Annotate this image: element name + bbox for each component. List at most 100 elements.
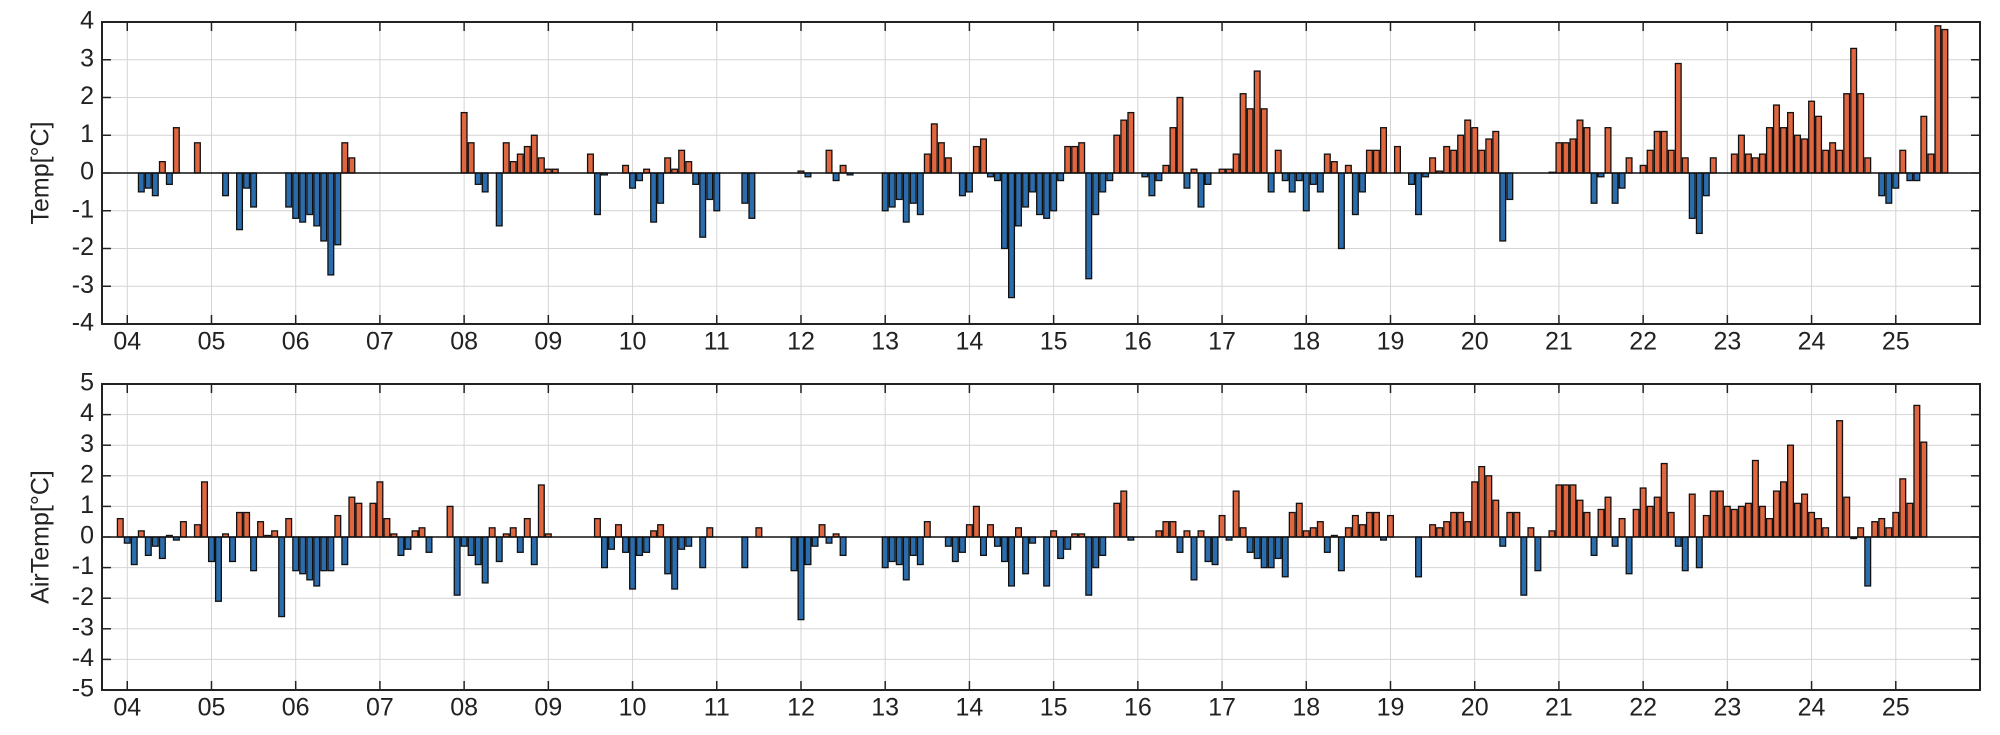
bar — [1920, 441, 1928, 538]
bar — [607, 536, 616, 550]
bar — [888, 172, 896, 208]
bar — [179, 521, 187, 538]
bar — [965, 172, 973, 193]
x-tick-label: 14 — [956, 694, 984, 722]
bar — [1674, 62, 1682, 174]
x-tick-label: 09 — [534, 694, 562, 722]
bar — [222, 172, 230, 197]
bar — [1618, 172, 1626, 189]
bar — [1772, 490, 1780, 538]
bar — [1036, 172, 1044, 216]
bar — [1604, 127, 1612, 174]
bar — [1330, 161, 1338, 174]
bar — [243, 511, 251, 538]
bar — [1892, 511, 1900, 538]
bar — [1464, 119, 1472, 174]
bar — [460, 111, 468, 174]
bar — [713, 172, 721, 212]
bar — [1204, 536, 1212, 563]
bar — [1836, 420, 1844, 538]
bar — [1625, 536, 1633, 575]
bar — [1267, 536, 1275, 569]
x-tick-label: 06 — [282, 328, 310, 356]
bar — [1358, 172, 1366, 193]
x-tick-label: 14 — [956, 328, 984, 356]
bar — [1176, 96, 1184, 174]
bar — [993, 172, 1001, 182]
x-tick-label: 25 — [1882, 328, 1910, 356]
bar — [313, 536, 321, 587]
bar — [460, 536, 468, 547]
bar — [972, 145, 980, 174]
y-tick-label: 1 — [80, 491, 94, 519]
bar — [285, 517, 293, 538]
bar — [1576, 499, 1584, 538]
bar — [292, 172, 300, 219]
bar — [250, 172, 258, 208]
bar — [1246, 108, 1254, 174]
bar — [1899, 478, 1907, 538]
bar — [1169, 521, 1177, 538]
bar — [1667, 149, 1675, 174]
bar — [137, 172, 145, 193]
bar — [741, 536, 749, 569]
bar — [1099, 536, 1107, 557]
bar — [158, 536, 166, 560]
bar — [1078, 142, 1086, 174]
bar — [1071, 145, 1079, 174]
bar — [1429, 157, 1437, 174]
bar — [1288, 172, 1296, 193]
bar — [1085, 536, 1093, 596]
bar — [1281, 536, 1289, 578]
bar — [1379, 127, 1388, 174]
bar — [586, 153, 594, 174]
bar — [116, 517, 124, 538]
bar — [1274, 149, 1282, 174]
bar — [1022, 172, 1030, 208]
bar — [1457, 511, 1465, 538]
bar — [1836, 149, 1844, 174]
bar — [1801, 138, 1809, 174]
bar — [664, 536, 672, 575]
bar — [1492, 130, 1500, 174]
bar — [1386, 514, 1395, 538]
bar — [916, 536, 924, 566]
bar — [1611, 172, 1619, 204]
bar — [593, 172, 601, 216]
bar — [1639, 487, 1647, 538]
bar — [1604, 496, 1612, 538]
bar — [130, 536, 138, 566]
x-tick-label: 16 — [1124, 328, 1152, 356]
bar — [839, 536, 847, 557]
bar — [1660, 462, 1668, 538]
bar — [650, 530, 658, 538]
bar — [1801, 493, 1809, 538]
bar — [1878, 172, 1886, 197]
bar — [474, 172, 482, 185]
x-tick-label: 04 — [113, 694, 141, 722]
bar — [1478, 149, 1486, 174]
bar — [411, 530, 419, 538]
bar — [1758, 153, 1766, 174]
bar — [1450, 511, 1458, 538]
bar — [1309, 527, 1317, 538]
bar — [958, 536, 966, 553]
bar — [804, 536, 812, 566]
bar — [825, 536, 833, 544]
bar — [1064, 536, 1072, 550]
x-tick-label: 09 — [534, 328, 562, 356]
bar — [825, 149, 833, 174]
bar — [1786, 444, 1795, 538]
bar — [397, 536, 405, 557]
bar — [909, 536, 917, 557]
bar — [1780, 481, 1788, 538]
x-tick-label: 17 — [1208, 694, 1236, 722]
bar — [909, 172, 917, 204]
bar — [1548, 530, 1556, 538]
bar — [1443, 521, 1451, 538]
bar — [229, 536, 237, 563]
x-tick-label: 23 — [1713, 694, 1741, 722]
y-tick-label: 5 — [80, 369, 94, 397]
bar — [1765, 517, 1773, 538]
bar — [1843, 93, 1851, 174]
